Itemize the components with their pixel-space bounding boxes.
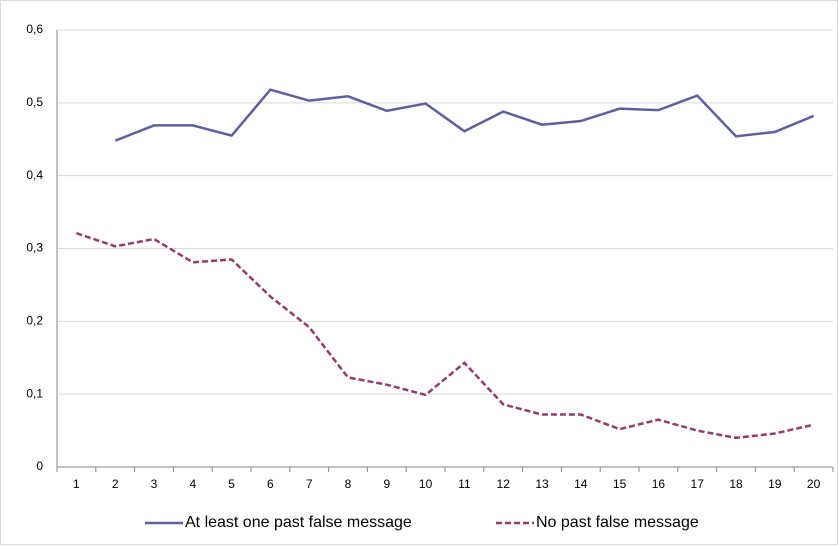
x-tick-label: 20 xyxy=(807,477,821,491)
y-tick-label: 0,4 xyxy=(26,168,43,182)
x-tick-label: 3 xyxy=(151,477,158,491)
y-tick-label: 0,2 xyxy=(26,314,43,328)
x-tick-label: 7 xyxy=(306,477,313,491)
x-tick-label: 14 xyxy=(574,477,588,491)
x-tick-label: 1 xyxy=(73,477,80,491)
x-tick-label: 19 xyxy=(768,477,782,491)
y-tick-label: 0,6 xyxy=(26,22,43,36)
x-tick-label: 13 xyxy=(535,477,549,491)
x-tick-label: 16 xyxy=(652,477,666,491)
x-tick-label: 15 xyxy=(613,477,627,491)
series-line xyxy=(114,88,815,142)
y-tick-label: 0 xyxy=(36,459,43,473)
x-tick-label: 8 xyxy=(345,477,352,491)
y-tick-label: 0,5 xyxy=(26,95,43,109)
x-tick-label: 6 xyxy=(267,477,274,491)
x-tick-label: 2 xyxy=(112,477,119,491)
x-tick-label: 11 xyxy=(458,477,471,491)
y-tick-label: 0,3 xyxy=(26,241,43,255)
x-tick-label: 10 xyxy=(419,477,433,491)
x-tick-label: 5 xyxy=(228,477,235,491)
legend-label: No past false message xyxy=(536,514,699,531)
x-tick-label: 18 xyxy=(729,477,743,491)
x-tick-label: 9 xyxy=(383,477,390,491)
x-tick-label: 4 xyxy=(189,477,196,491)
x-tick-label: 12 xyxy=(497,477,511,491)
y-tick-label: 0,1 xyxy=(26,386,43,400)
x-tick-label: 17 xyxy=(691,477,705,491)
series-line xyxy=(75,232,814,440)
legend-label: At least one past false message xyxy=(185,514,412,531)
